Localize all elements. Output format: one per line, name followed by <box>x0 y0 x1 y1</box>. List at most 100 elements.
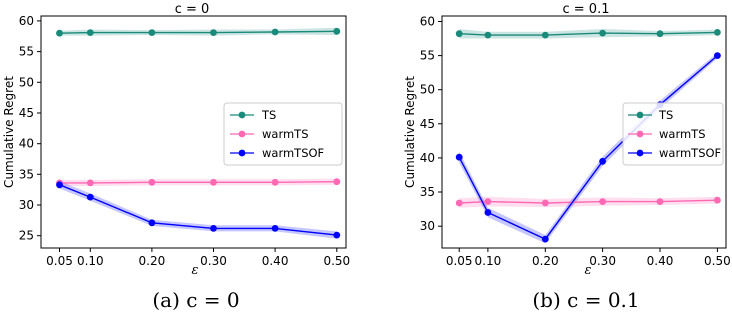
panel-a-point-warmtsof-3 <box>210 225 217 232</box>
panel-b-point-ts-2 <box>541 31 549 39</box>
panel-b-frame <box>441 15 727 249</box>
panel-a-ytick-label-25: 25 <box>19 229 34 243</box>
panel-b-line-ts <box>459 31 718 36</box>
panel-b-xtick-label-5: 0.50 <box>704 254 731 268</box>
panel-b-point-warmts-2 <box>541 199 549 207</box>
panel-a-ytick-label-45: 45 <box>19 106 34 120</box>
panel-a-legend-entry-warmtsof: warmTSOF <box>230 146 324 160</box>
panel-a-point-ts-2 <box>148 29 156 36</box>
panel-b-point-ts-0 <box>455 30 463 38</box>
panel-b-xtick-label-2: 0.20 <box>532 254 559 268</box>
panel-b-legend-marker-warmtsof <box>636 149 644 157</box>
panel-a-xticks: 0.05 0.10 0.20 0.30 0.40 0.50 <box>46 248 350 268</box>
panel-b-ytick-label-55: 55 <box>420 49 435 63</box>
panel-b-ytick-label-50: 50 <box>420 83 435 97</box>
panel-a-point-warmtsof-5 <box>333 231 341 239</box>
panel-a-point-ts-1 <box>86 29 94 36</box>
panel-b-legend-label-warmtsof: warmTSOF <box>659 146 721 160</box>
panel-a-legend-box <box>223 102 343 166</box>
panel-a-xlabel: ε <box>192 263 199 278</box>
panel-b-point-ts-4 <box>656 30 664 38</box>
panel-b-title: c = 0.1 <box>563 2 610 17</box>
panel-b-point-warmtsof-0 <box>455 153 463 161</box>
panel-b-legend-entry-ts: TS <box>628 108 673 122</box>
panel-a-point-warmts-5 <box>333 178 341 186</box>
panel-a-legend-entry-ts: TS <box>230 108 276 122</box>
panel-b-ytick-label-35: 35 <box>420 185 435 199</box>
panel-a-point-warmtsof-2 <box>148 219 156 227</box>
panel-b-xtick-label-4: 0.40 <box>647 254 674 268</box>
panel-a-xtick-label-2: 0.20 <box>139 254 166 268</box>
panel-b-legend-entry-warmtsof: warmTSOF <box>628 146 721 160</box>
panel-a-xtick-label-1: 0.10 <box>77 254 104 268</box>
panel-b-point-warmtsof-1 <box>484 209 492 216</box>
panel-a-ylabel: Cumulative Regret <box>2 76 16 188</box>
panel-b-xtick-label-3: 0.30 <box>589 254 616 268</box>
panel-b-point-ts-3 <box>599 29 606 37</box>
panel-a-xtick-label-5: 0.50 <box>323 254 350 268</box>
panel-b-point-warmts-5 <box>714 196 721 204</box>
panel-b-ytick-label-60: 60 <box>420 15 435 29</box>
panel-a-point-ts-5 <box>333 27 341 35</box>
panel-b-legend-entry-warmts: warmTS <box>628 127 706 141</box>
panel-a-ytick-label-40: 40 <box>19 137 34 151</box>
panel-a-ytick-label-60: 60 <box>19 14 34 28</box>
panel-a-point-warmtsof-1 <box>86 193 94 201</box>
panel-b-series <box>455 29 721 243</box>
panel-a-point-warmts-3 <box>210 178 217 186</box>
panel-a-caption: (a) c = 0 <box>152 288 239 312</box>
panel-b-legend-label-ts: TS <box>658 108 673 122</box>
panel-a-point-warmtsof-4 <box>271 225 279 232</box>
panel-b-line-warmtsof <box>458 55 718 240</box>
panel-b-ytick-label-45: 45 <box>420 117 435 131</box>
panel-a-line-warmts <box>59 181 337 184</box>
panel-b-point-warmtsof-5 <box>714 52 721 59</box>
panel-b-legend-box <box>622 102 724 166</box>
panel-b-ytick-label-40: 40 <box>420 151 435 165</box>
panel-a-ytick-label-30: 30 <box>19 198 34 212</box>
panel-b-point-warmts-3 <box>599 198 606 206</box>
panel-a-frame <box>40 15 347 249</box>
panel-b-xticks: 0.05 0.10 0.20 0.30 0.40 0.50 <box>446 248 731 268</box>
panel-b-point-warmts-4 <box>656 198 664 206</box>
panel-a-ytick-label-50: 50 <box>19 75 34 89</box>
panel-a-point-ts-3 <box>210 29 217 36</box>
panel-a-legend-marker-warmtsof <box>238 149 246 157</box>
panel-a-point-warmts-1 <box>86 179 94 187</box>
panel-a-legend-label-warmtsof: warmTSOF <box>262 146 324 160</box>
panel-b-point-warmts-1 <box>484 198 492 206</box>
panel-b-ylabel: Cumulative Regret <box>403 76 417 188</box>
panel-a-legend-marker-ts <box>238 111 246 119</box>
panel-b-point-ts-1 <box>484 31 492 39</box>
panel-b-legend-label-warmts: warmTS <box>659 127 706 141</box>
panel-a-legend-marker-warmts <box>238 130 246 138</box>
panel-a-series <box>56 27 341 239</box>
panel-b-legend-marker-warmts <box>636 130 644 138</box>
panel-b-caption: (b) c = 0.1 <box>532 288 639 312</box>
panel-a-point-ts-0 <box>56 29 63 37</box>
panel-a-xtick-label-3: 0.30 <box>200 254 227 268</box>
panel-a-line-ts <box>59 30 337 34</box>
panel-a-legend: TS warmTS warmTSOF <box>223 102 343 166</box>
panel-b-xtick-label-1: 0.10 <box>475 254 502 268</box>
panel-b-point-warmts-0 <box>455 199 463 207</box>
panel-b-ytick-label-30: 30 <box>420 219 435 233</box>
panel-b-point-warmtsof-2 <box>541 235 549 243</box>
panel-a-legend-entry-warmts: warmTS <box>230 127 309 141</box>
panel-a-legend-label-ts: TS <box>261 108 276 122</box>
panel-a-ytick-label-55: 55 <box>19 45 34 59</box>
panel-a-point-warmts-4 <box>271 178 279 186</box>
panel-b-xlabel: ε <box>585 263 592 278</box>
panel-a-point-ts-4 <box>271 28 279 36</box>
panel-b-legend: TS warmTS warmTSOF <box>622 102 724 166</box>
panel-b-xtick-label-0: 0.05 <box>446 254 473 268</box>
panel-a-ytick-label-35: 35 <box>19 167 34 181</box>
panel-a-xtick-label-0: 0.05 <box>46 254 73 268</box>
panel-a-legend-label-warmts: warmTS <box>262 127 309 141</box>
panel-a-band-ts <box>59 27 337 36</box>
panel-a-point-warmtsof-0 <box>56 181 63 189</box>
panel-b-point-ts-5 <box>714 29 721 36</box>
